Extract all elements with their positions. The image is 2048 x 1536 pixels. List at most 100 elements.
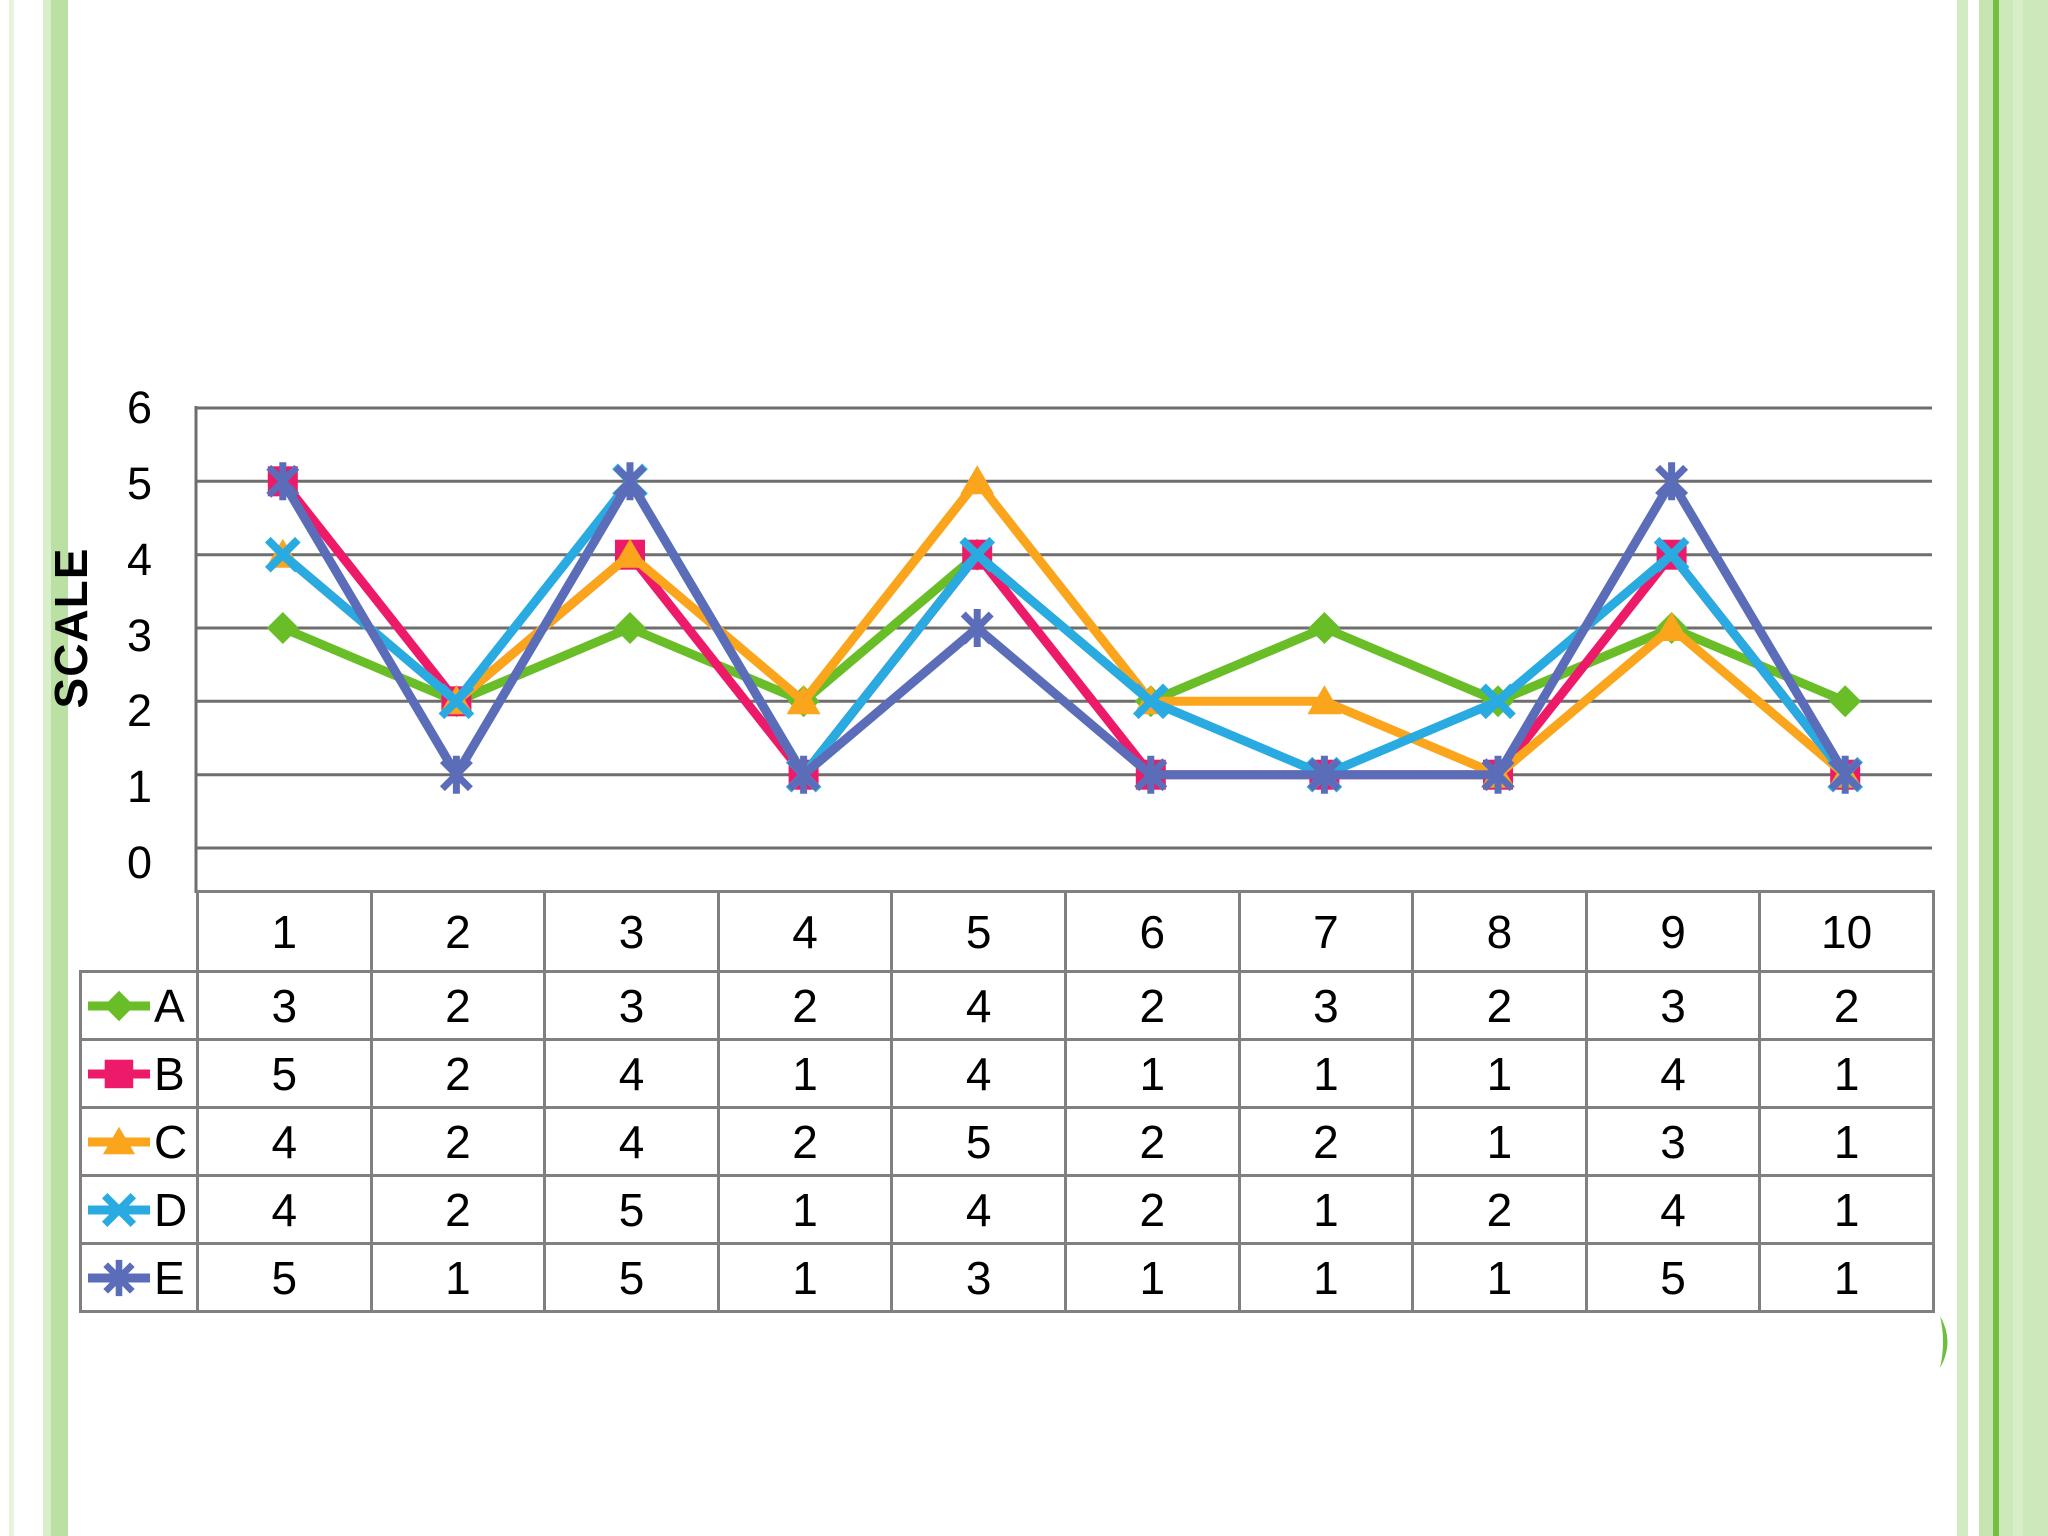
table-cell-E: 3: [890, 1242, 1067, 1313]
legend-label: E: [154, 1251, 185, 1304]
table-cell-B: 4: [890, 1038, 1067, 1109]
y-axis-tick-label: 1: [126, 761, 152, 812]
table-cell-B: 1: [1237, 1038, 1415, 1109]
series-D-line: [279, 476, 1849, 780]
legend-label: C: [154, 1115, 188, 1168]
table-cell-B: 1: [716, 1038, 894, 1109]
x-axis-label: 8: [1411, 890, 1588, 973]
table-cell-D: 4: [1584, 1174, 1762, 1245]
table-cell-E: 1: [1411, 1242, 1588, 1313]
table-cell-E: 1: [1237, 1242, 1415, 1313]
series-C-line: [279, 476, 1849, 780]
legend-item-D: D: [79, 1174, 199, 1245]
table-corner-cell: [81, 892, 198, 972]
table-cell-C: 2: [716, 1106, 894, 1177]
table-cell-B: 5: [196, 1038, 373, 1109]
table-cell-B: 1: [1411, 1038, 1588, 1109]
legend-item-C: C: [79, 1106, 199, 1177]
y-axis-tick-label: 5: [126, 458, 152, 509]
right-border-panel-highlight: [2013, 0, 2023, 1536]
table-cell-A: 3: [1584, 970, 1762, 1041]
table-cell-D: 1: [1237, 1174, 1415, 1245]
left-border-stripe-thin: [9, 0, 14, 1536]
table-cell-C: 2: [369, 1106, 547, 1177]
x-axis-label: 3: [543, 890, 720, 973]
x-axis-label: 5: [890, 890, 1067, 973]
table-cell-B: 1: [1063, 1038, 1241, 1109]
table-cell-E: 1: [369, 1242, 547, 1313]
table-cell-A: 2: [1411, 970, 1588, 1041]
table-cell-C: 1: [1758, 1106, 1935, 1177]
table-cell-D: 2: [369, 1174, 547, 1245]
table-cell-D: 1: [716, 1174, 894, 1245]
series-E-line: [278, 476, 1850, 780]
x-axis-label: 9: [1584, 890, 1762, 973]
x-axis-label: 4: [716, 890, 894, 973]
decorative-crescent-icon: [1940, 1316, 1948, 1368]
y-axis-tick-label: 0: [126, 837, 152, 888]
series-B-line: [279, 478, 1849, 780]
x-axis-label: 10: [1758, 890, 1935, 973]
legend-marker-C-icon: [88, 1126, 150, 1154]
y-axis-tick-label: 2: [126, 685, 152, 736]
legend-label: A: [154, 979, 185, 1032]
table-cell-A: 2: [369, 970, 547, 1041]
table-cell-D: 4: [890, 1174, 1067, 1245]
table-cell-D: 5: [543, 1174, 720, 1245]
left-border-stripe-medium: [51, 0, 68, 1536]
series-A-markers: [266, 538, 1862, 718]
table-cell-A: 3: [543, 970, 720, 1041]
y-axis-tick-label: 4: [126, 534, 152, 585]
table-cell-E: 1: [1758, 1242, 1935, 1313]
gridlines: [196, 406, 1932, 850]
legend-marker-E-icon: [88, 1259, 150, 1296]
table-cell-D: 1: [1758, 1174, 1935, 1245]
table-cell-E: 5: [196, 1242, 373, 1313]
y-axis-tick-label: 6: [126, 382, 152, 433]
left-border-stripe-light: [43, 0, 51, 1536]
table-cell-E: 5: [1584, 1242, 1762, 1313]
table-cell-D: 2: [1411, 1174, 1588, 1245]
legend-item-A: A: [79, 970, 199, 1041]
table-cell-C: 1: [1411, 1106, 1588, 1177]
series-D-markers: [264, 463, 1864, 793]
series-E-markers: [266, 462, 1862, 794]
x-axis-label: 7: [1237, 890, 1415, 973]
y-axis-tick-label: 3: [126, 610, 152, 661]
table-cell-E: 1: [716, 1242, 894, 1313]
table-cell-B: 2: [369, 1038, 547, 1109]
x-axis-label: 2: [369, 890, 547, 973]
table-cell-C: 3: [1584, 1106, 1762, 1177]
table-cell-A: 2: [1758, 970, 1935, 1041]
table-cell-B: 4: [543, 1038, 720, 1109]
series-A-line: [281, 550, 1847, 706]
x-axis-label: 6: [1063, 890, 1241, 973]
table-cell-B: 1: [1758, 1038, 1935, 1109]
table-cell-D: 2: [1063, 1174, 1241, 1245]
legend-item-E: E: [79, 1242, 199, 1313]
legend-item-B: B: [79, 1038, 199, 1109]
legend-marker-B-icon: [88, 1059, 150, 1088]
table-cell-A: 4: [890, 970, 1067, 1041]
table-cell-E: 5: [543, 1242, 720, 1313]
legend-label: B: [154, 1047, 185, 1100]
legend-label: D: [154, 1183, 188, 1236]
table-cell-A: 2: [716, 970, 894, 1041]
legend-marker-A-icon: [88, 990, 150, 1021]
series-B-markers: [267, 466, 1861, 790]
table-cell-A: 3: [1237, 970, 1415, 1041]
x-axis-label: 1: [196, 890, 373, 973]
table-cell-C: 5: [890, 1106, 1067, 1177]
table-cell-C: 2: [1063, 1106, 1241, 1177]
table-cell-E: 1: [1063, 1242, 1241, 1313]
table-cell-B: 4: [1584, 1038, 1762, 1109]
table-cell-A: 2: [1063, 970, 1241, 1041]
table-cell-C: 2: [1237, 1106, 1415, 1177]
data-table: 1 2 3 4 5 6 7 8 9 10 A 3 2 3 2 4 2 3 2 3 2 B 5 2 4 1 4 1 1 1 4 1 C 4 2 4 2 5 2…: [79, 890, 1935, 1313]
right-border-stripe-thin: [1957, 0, 1968, 1536]
right-border-bright-line: [1993, 0, 1999, 1536]
series-C-markers: [265, 465, 1863, 788]
table-cell-C: 4: [196, 1106, 373, 1177]
right-border-panel-shade: [1979, 0, 1993, 1536]
